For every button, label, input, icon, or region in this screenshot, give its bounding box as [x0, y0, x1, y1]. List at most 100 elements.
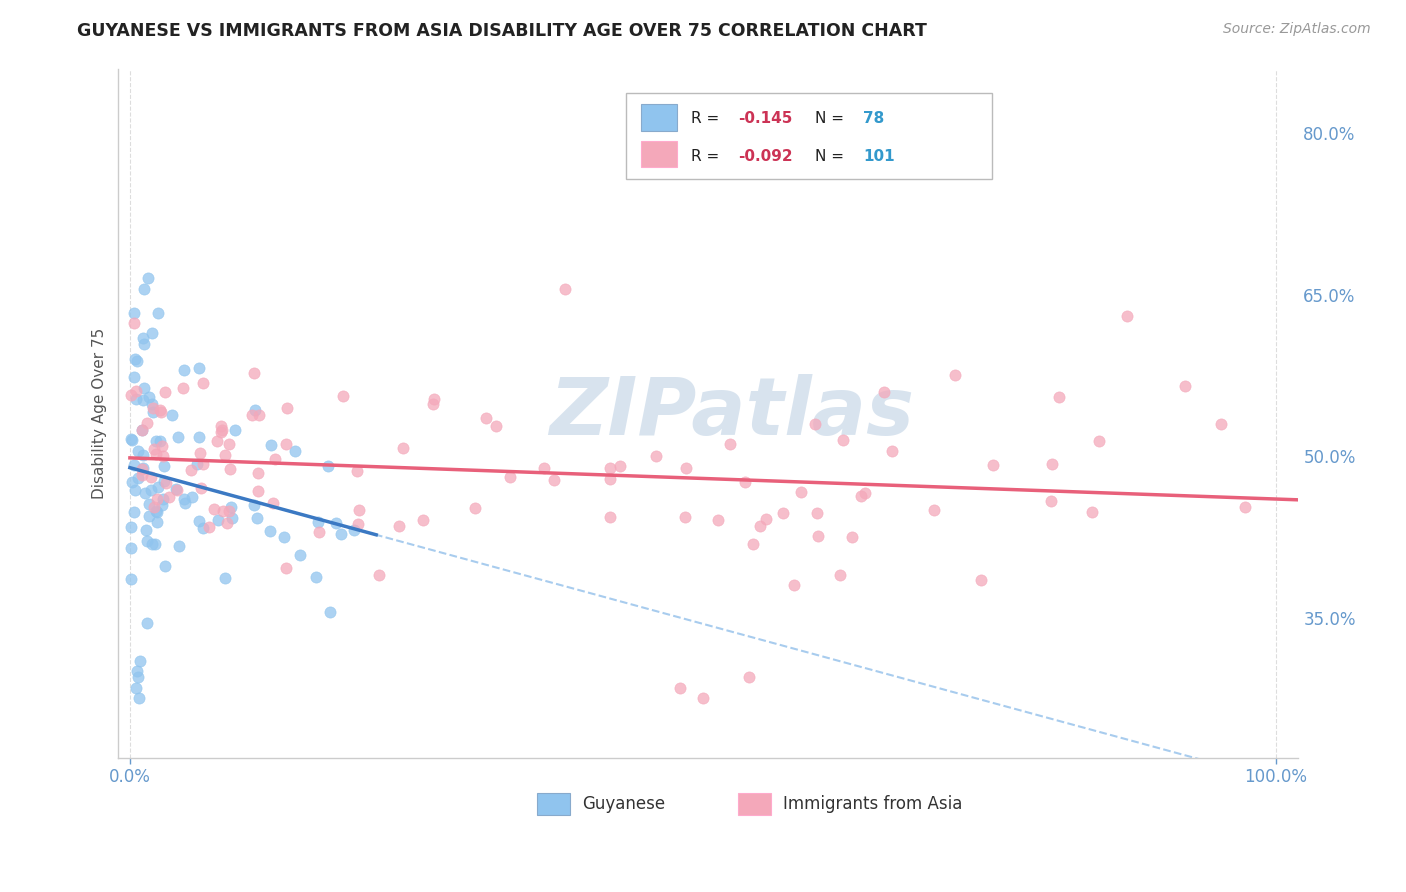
Point [262, 496, 284, 510]
Point [167, 539, 190, 553]
Point [342, 523, 364, 537]
FancyBboxPatch shape [641, 141, 676, 167]
Point [138, 496, 160, 510]
Point [260, 438, 283, 452]
Point [136, 615, 159, 630]
Point [132, 448, 155, 462]
Point [873, 384, 896, 399]
Point [1040, 457, 1063, 471]
Point [167, 430, 190, 444]
Point [128, 691, 150, 706]
Text: R =: R = [690, 112, 724, 127]
Point [211, 424, 233, 438]
Point [305, 570, 328, 584]
Point [243, 366, 266, 380]
Point [319, 605, 342, 619]
Point [755, 512, 778, 526]
FancyBboxPatch shape [641, 104, 676, 130]
Text: N =: N = [814, 149, 849, 163]
Point [134, 486, 156, 500]
Point [143, 500, 166, 514]
Point [125, 392, 148, 407]
Text: R =: R = [690, 149, 724, 163]
Point [284, 443, 307, 458]
Point [124, 351, 146, 366]
Point [180, 462, 202, 476]
Text: -0.092: -0.092 [738, 149, 793, 163]
Point [145, 434, 167, 448]
Text: -0.145: -0.145 [738, 112, 793, 127]
Text: GUYANESE VS IMMIGRANTS FROM ASIA DISABILITY AGE OVER 75 CORRELATION CHART: GUYANESE VS IMMIGRANTS FROM ASIA DISABIL… [77, 22, 927, 40]
Point [276, 561, 298, 575]
Point [422, 397, 444, 411]
Point [149, 434, 172, 448]
Point [145, 447, 167, 461]
Point [368, 567, 391, 582]
Point [121, 434, 143, 448]
Point [142, 404, 165, 418]
Point [332, 389, 354, 403]
Point [412, 513, 434, 527]
Point [187, 430, 209, 444]
Point [152, 491, 174, 506]
Point [120, 572, 142, 586]
Point [806, 506, 828, 520]
Point [143, 442, 166, 456]
Point [243, 498, 266, 512]
Point [190, 481, 212, 495]
Point [475, 410, 498, 425]
Point [145, 515, 167, 529]
Text: Immigrants from Asia: Immigrants from Asia [783, 795, 962, 813]
Point [831, 433, 853, 447]
Point [209, 425, 232, 440]
FancyBboxPatch shape [626, 93, 991, 178]
Point [134, 336, 156, 351]
Point [122, 306, 145, 320]
Point [205, 434, 228, 449]
Point [120, 432, 142, 446]
Point [219, 461, 242, 475]
Point [316, 459, 339, 474]
Point [166, 483, 188, 498]
Point [141, 326, 163, 340]
Point [202, 502, 225, 516]
Point [141, 537, 163, 551]
Point [121, 475, 143, 489]
Point [554, 282, 576, 296]
Point [153, 458, 176, 473]
Point [136, 534, 159, 549]
Point [197, 520, 219, 534]
Point [150, 439, 173, 453]
Point [609, 459, 631, 474]
Point [533, 460, 555, 475]
Point [131, 424, 153, 438]
Point [214, 571, 236, 585]
Point [186, 457, 208, 471]
Point [707, 512, 730, 526]
Point [1233, 500, 1256, 514]
Point [388, 519, 411, 533]
Point [307, 515, 329, 529]
Point [392, 441, 415, 455]
Point [970, 574, 993, 588]
Point [131, 462, 153, 476]
Point [127, 670, 149, 684]
Point [853, 486, 876, 500]
Point [599, 460, 621, 475]
FancyBboxPatch shape [738, 793, 770, 814]
Point [288, 548, 311, 562]
Point [132, 282, 155, 296]
Point [173, 496, 195, 510]
Point [132, 393, 155, 408]
Point [259, 524, 281, 539]
Point [882, 444, 904, 458]
Point [790, 485, 813, 500]
Point [127, 471, 149, 485]
Point [139, 483, 162, 498]
Point [120, 388, 142, 402]
Point [135, 524, 157, 538]
Point [346, 464, 368, 478]
Point [943, 368, 966, 383]
Point [127, 354, 149, 368]
Point [737, 670, 759, 684]
